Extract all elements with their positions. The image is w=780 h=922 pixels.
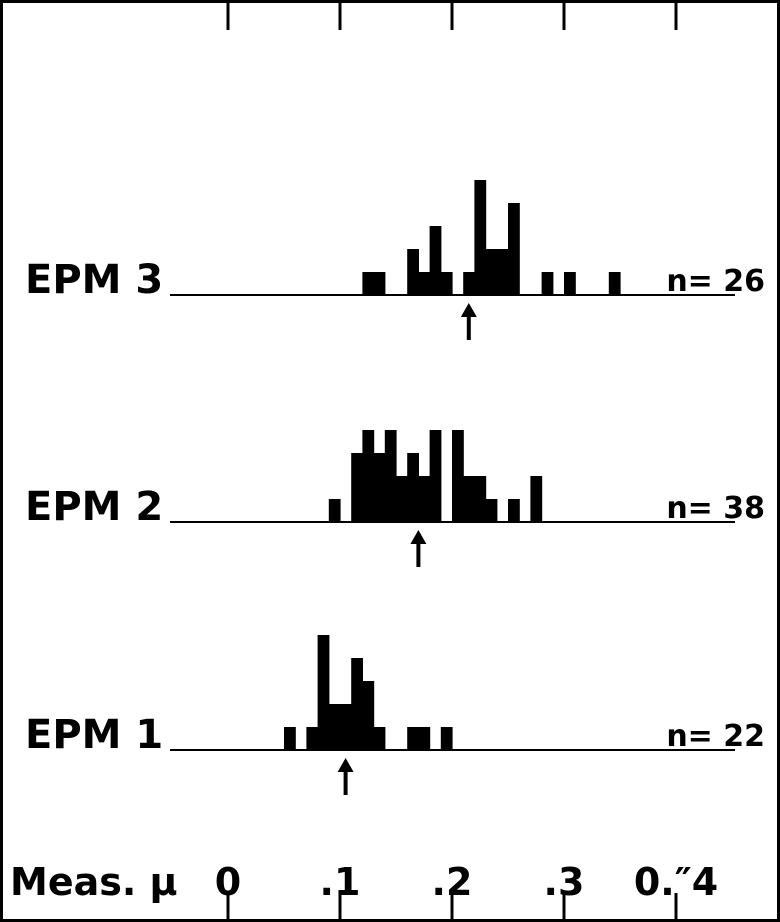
histogram-bar	[496, 249, 509, 295]
mean-arrow-head	[337, 758, 354, 772]
histogram-bar	[306, 727, 319, 750]
histogram-bar	[608, 272, 621, 295]
sample-size-label: n= 38	[666, 491, 765, 526]
x-tick-label: .3	[544, 860, 585, 904]
histogram-bar	[351, 658, 363, 750]
mean-arrow-head	[410, 530, 427, 544]
histogram-bar	[508, 499, 520, 522]
histogram-bar	[452, 430, 464, 522]
histogram-bar	[463, 272, 475, 295]
histogram-bar	[418, 272, 431, 295]
x-tick-label: .1	[320, 860, 361, 904]
x-tick-label: .2	[432, 860, 473, 904]
histogram-bar	[362, 272, 375, 295]
histogram-bar	[407, 249, 419, 295]
histogram-bar	[284, 727, 296, 750]
sample-size-label: n= 22	[666, 719, 765, 754]
bottom-ticks	[226, 893, 678, 920]
histogram-bar	[429, 430, 442, 522]
histogram-panel: EPM 3 n= 26	[25, 180, 765, 340]
histogram-bar	[362, 430, 375, 522]
histogram-bar	[564, 272, 576, 295]
panel-label: EPM 1	[25, 712, 163, 758]
histogram-bar	[384, 430, 397, 522]
histogram-bar	[429, 226, 442, 295]
histogram-bar	[485, 499, 498, 522]
histogram-bar	[407, 727, 419, 750]
histogram-bar	[440, 272, 453, 295]
top-ticks	[226, 3, 678, 30]
histogram-bar	[440, 727, 453, 750]
sample-size-label: n= 26	[666, 264, 765, 299]
histogram-bar	[328, 704, 341, 750]
histogram-bar	[373, 272, 386, 295]
histogram-bar	[474, 476, 487, 522]
histogram-bar	[530, 476, 543, 522]
histogram-bar	[418, 476, 431, 522]
histogram-bar	[351, 453, 363, 522]
histogram-bar	[418, 727, 431, 750]
x-axis-title: Meas. μ	[10, 860, 177, 904]
histogram-bar	[396, 476, 408, 522]
panel-label: EPM 3	[25, 257, 163, 303]
histogram-bar	[373, 453, 386, 522]
histogram-bar	[541, 272, 554, 295]
x-tick-label: 0	[215, 860, 241, 904]
histogram-bar	[485, 249, 498, 295]
histogram-bar	[474, 180, 487, 295]
histogram-panel: EPM 1 n= 22	[25, 635, 765, 795]
mean-arrow	[337, 758, 354, 795]
mean-arrow-head	[460, 303, 477, 317]
histogram-bar	[463, 476, 475, 522]
x-axis-labels: Meas. μ 0 .1 .2 .3 0.″4	[10, 860, 718, 904]
x-tick-label: 0.″4	[634, 860, 718, 904]
panel-label: EPM 2	[25, 484, 163, 530]
histogram-bar	[340, 704, 352, 750]
histogram-bar	[328, 499, 341, 522]
histogram-bar	[373, 727, 386, 750]
histogram-bar	[508, 203, 520, 295]
histogram-bar	[317, 635, 330, 750]
histogram-bar	[362, 681, 375, 750]
mean-arrow	[460, 303, 477, 340]
histogram-panels: EPM 3 n= 26 EPM 2 n= 38 EPM 1 n= 22	[25, 180, 765, 795]
histogram-panel: EPM 2 n= 38	[25, 430, 765, 567]
histogram-bar	[407, 453, 419, 522]
mean-arrow	[410, 530, 427, 567]
